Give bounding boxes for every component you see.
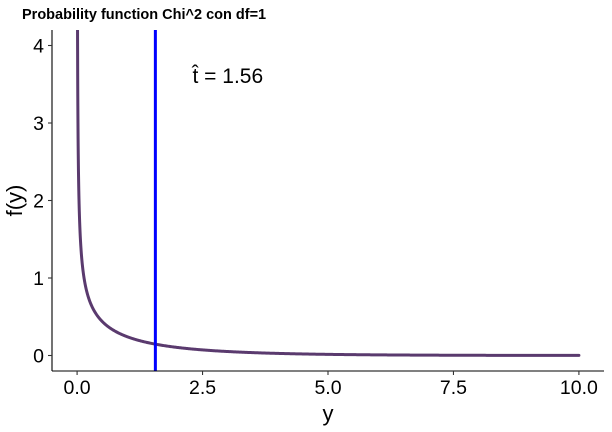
plot-panel bbox=[76, 30, 581, 371]
x-tick-label: 2.5 bbox=[189, 377, 216, 399]
series-layer bbox=[76, 30, 581, 357]
y-tick-label: 0 bbox=[33, 346, 44, 368]
y-tick-label: 1 bbox=[33, 268, 44, 290]
y-axis-ticks: 0 1 2 3 4 bbox=[33, 36, 52, 368]
y-tick-label: 4 bbox=[33, 36, 44, 58]
estimate-annotation: t̂ = 1.56 bbox=[191, 65, 263, 88]
x-tick-label: 7.5 bbox=[440, 377, 467, 399]
x-axis-label: y bbox=[323, 401, 334, 426]
density-curve bbox=[76, 30, 581, 357]
x-tick-label: 5.0 bbox=[314, 377, 341, 399]
y-tick-label: 3 bbox=[33, 113, 44, 135]
x-tick-label: 10.0 bbox=[560, 377, 598, 399]
x-axis-ticks: 0.0 2.5 5.0 7.5 10.0 bbox=[64, 371, 598, 399]
y-axis-label: f(y) bbox=[2, 185, 27, 217]
chart-title: Probability function Chi^2 con df=1 bbox=[22, 7, 266, 23]
y-tick-label: 2 bbox=[33, 191, 44, 213]
x-tick-label: 0.0 bbox=[64, 377, 91, 399]
